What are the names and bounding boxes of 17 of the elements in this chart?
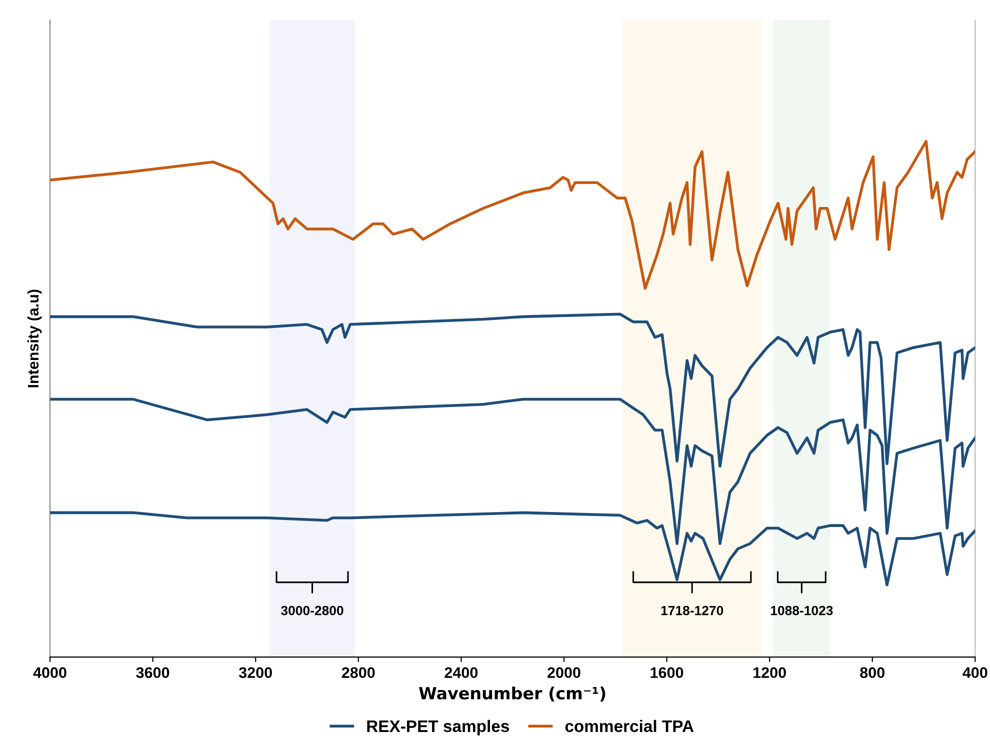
x-tick-label: 4000 xyxy=(33,667,66,678)
x-tick-label: 2400 xyxy=(444,667,478,678)
band-label: 1718-1270 xyxy=(661,606,724,616)
x-tick-label: 1200 xyxy=(754,667,786,678)
x-tick-label: 400 xyxy=(962,667,988,678)
legend-label: REX-PET samples xyxy=(367,720,509,736)
x-tick-label: 3200 xyxy=(238,667,272,678)
x-tick-label: 800 xyxy=(860,667,884,678)
band-label: 3000-2800 xyxy=(281,606,344,616)
band-label: 1088-1023 xyxy=(770,606,833,616)
x-tick-label: 1600 xyxy=(650,667,684,678)
y-axis-title: Intensity (a.u) xyxy=(27,290,42,388)
x-tick-label: 2000 xyxy=(548,667,580,678)
x-tick-label: 3600 xyxy=(136,667,170,678)
x-tick-label: 2800 xyxy=(342,667,375,678)
legend-label: commercial TPA xyxy=(565,720,694,732)
x-axis-title: Wavenumber (cm⁻¹) xyxy=(419,686,606,702)
